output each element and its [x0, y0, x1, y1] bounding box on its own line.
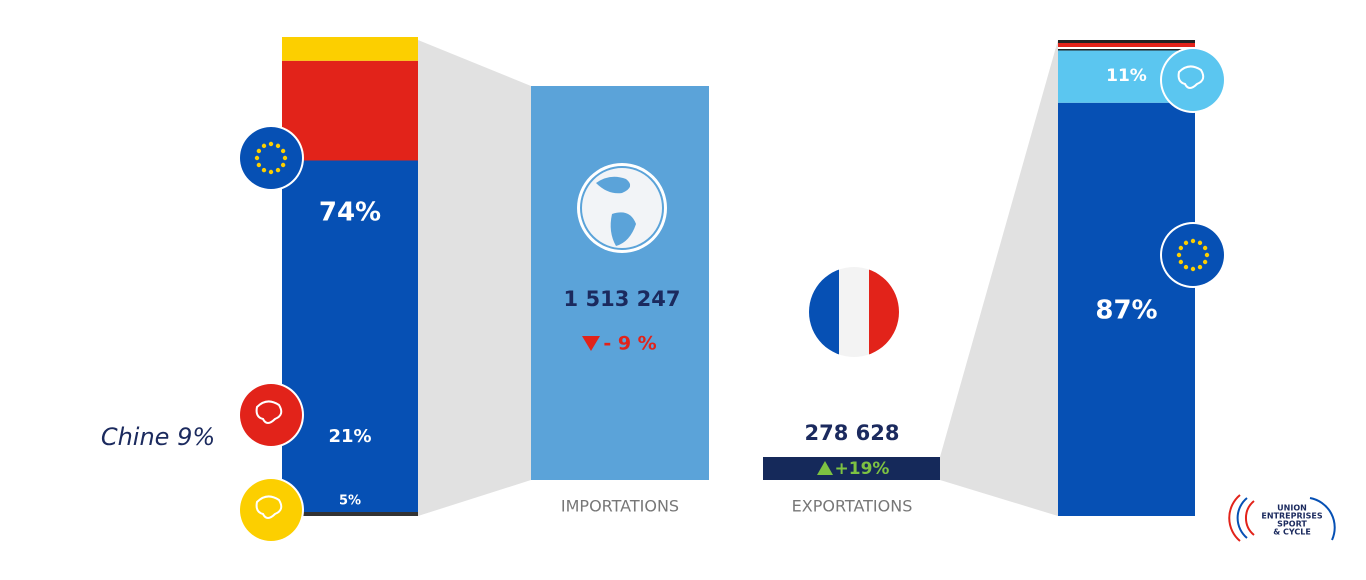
funnel: [940, 40, 1058, 516]
segment-label: 5%: [339, 494, 361, 509]
icon: [1162, 224, 1224, 286]
bar-segment: [282, 37, 418, 61]
logo-text: SPORT: [1277, 520, 1307, 529]
region-icon: [238, 382, 304, 448]
star: [254, 155, 260, 161]
logo-text: ENTREPRISES: [1261, 512, 1322, 521]
export-total: 278 628: [805, 421, 900, 445]
star: [1190, 238, 1196, 244]
note: Chine 9%: [101, 423, 215, 451]
segment-label: 74%: [319, 198, 381, 228]
continent: [255, 495, 283, 519]
bar-segment: [282, 160, 418, 512]
star: [280, 162, 286, 168]
icon: [240, 479, 302, 541]
caption: IMPORTATIONS: [561, 497, 679, 516]
region-icon: [238, 125, 304, 191]
stripe: [1058, 49, 1195, 51]
star: [256, 162, 262, 168]
export-bar: [763, 457, 940, 480]
star: [268, 141, 274, 147]
caption: EXPORTATIONS: [792, 497, 913, 516]
region-icon: [238, 477, 304, 543]
star: [1202, 245, 1208, 251]
star: [275, 143, 281, 149]
export-change: +19%: [835, 459, 890, 479]
segment-label: 11%: [1106, 66, 1147, 86]
star: [280, 148, 286, 154]
star: [1183, 240, 1189, 246]
funnel: [418, 40, 531, 516]
import-total: 1 513 247: [564, 287, 681, 311]
star: [1204, 252, 1210, 258]
segment-label: 87%: [1095, 296, 1157, 326]
france-flag: [809, 267, 899, 357]
star: [1197, 264, 1203, 270]
logo: UNION ENTREPRISES SPORT & CYCLE: [1228, 494, 1336, 542]
star: [1176, 252, 1182, 258]
star: [261, 143, 267, 149]
bar-base: [282, 512, 418, 516]
bar-segment: [282, 60, 418, 161]
star: [261, 167, 267, 173]
bar-segment: [1058, 102, 1195, 516]
globe-icon: [577, 163, 667, 253]
star: [275, 167, 281, 173]
star: [268, 169, 274, 175]
icon: [240, 127, 302, 189]
import-bar: [531, 86, 709, 480]
star: [1202, 259, 1208, 265]
star: [1178, 259, 1184, 265]
segment-label: 21%: [328, 426, 371, 447]
import-change: - 9 %: [603, 333, 656, 355]
star: [1183, 264, 1189, 270]
star: [1197, 240, 1203, 246]
star: [1178, 245, 1184, 251]
continent: [255, 400, 283, 424]
region-icon: [1160, 222, 1226, 288]
logo-text: UNION: [1277, 504, 1307, 513]
icon: [240, 384, 302, 446]
star: [1190, 266, 1196, 272]
star: [282, 155, 288, 161]
logo-text: & CYCLE: [1273, 528, 1311, 537]
down-arrow: [582, 336, 600, 351]
up-arrow: [817, 461, 833, 475]
stripe: [1058, 43, 1195, 47]
region-icon: [1160, 47, 1226, 113]
star: [256, 148, 262, 154]
icon: [1162, 49, 1224, 111]
stripe: [1058, 47, 1195, 49]
stripe: [1058, 40, 1195, 43]
continent: [1177, 65, 1205, 89]
